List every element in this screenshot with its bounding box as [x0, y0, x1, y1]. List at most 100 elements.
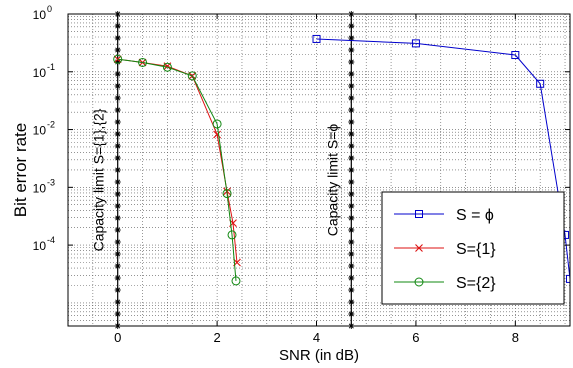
capacity-limit-marker — [114, 239, 121, 245]
series-line — [316, 38, 570, 279]
grid — [67, 14, 570, 327]
capacity-limit-marker — [348, 287, 355, 293]
capacity-limit-marker — [348, 227, 355, 233]
capacity-limit-marker — [114, 251, 121, 257]
capacity-limit-label: Capacity limit S=ϕ — [324, 124, 340, 237]
y-tick-label: 10 — [33, 181, 47, 195]
data-point-circle — [231, 276, 241, 286]
y-tick-label: 10 — [33, 239, 47, 253]
y-tick-label-exponent: 0 — [47, 4, 52, 14]
x-tick-label: 4 — [313, 330, 320, 345]
data-point-circle — [113, 54, 123, 64]
capacity-limit-marker — [114, 215, 121, 221]
capacity-limit-marker — [114, 119, 121, 125]
plot-frame — [67, 13, 571, 327]
capacity-limit-marker — [348, 59, 355, 65]
legend: S = ϕ S={1} S={2} — [381, 191, 565, 305]
capacity-limit-marker — [114, 23, 121, 29]
capacity-limit-marker — [348, 179, 355, 185]
capacity-limit-marker — [114, 263, 121, 269]
series-layer — [113, 34, 570, 286]
x-tick-label: 6 — [412, 330, 419, 345]
capacity-limit-marker — [348, 119, 355, 125]
data-point-circle — [162, 62, 172, 72]
legend-label: S = ϕ — [456, 207, 494, 224]
data-point-square — [415, 210, 423, 218]
capacity-limit-marker — [114, 107, 121, 113]
capacity-limit-marker — [348, 239, 355, 245]
capacity-limit-marker — [114, 71, 121, 77]
x-tick-label: 2 — [213, 330, 220, 345]
series — [312, 34, 570, 283]
capacity-limit-marker — [348, 71, 355, 77]
capacity-limit-marker — [114, 179, 121, 185]
capacity-limit-marker — [348, 131, 355, 137]
capacity-limit-marker — [114, 227, 121, 233]
legend-label: S={2} — [456, 275, 496, 292]
capacity-limit-marker — [114, 287, 121, 293]
y-tick-label-exponent: -1 — [47, 62, 55, 72]
capacity-limit-marker — [114, 311, 121, 317]
capacity-limit-marker — [348, 251, 355, 257]
capacity-limit-marker — [114, 203, 121, 209]
capacity-limit-marker — [348, 311, 355, 317]
data-point-x — [415, 244, 423, 252]
capacity-limit-marker — [114, 155, 121, 161]
data-point-circle — [187, 71, 197, 81]
capacity-limit-marker — [114, 47, 121, 53]
data-point-square — [536, 79, 545, 88]
capacity-limit-marker — [114, 191, 121, 197]
data-point-square — [312, 34, 321, 43]
capacity-limit-marker — [114, 83, 121, 89]
capacity-limit-marker — [114, 299, 121, 305]
x-axis-label: SNR (in dB) — [279, 347, 359, 364]
x-tick-label: 8 — [512, 330, 519, 345]
capacity-limit-lines: Capacity limit S={1},{2} Capacity limit S… — [91, 11, 355, 329]
capacity-limit-marker — [114, 167, 121, 173]
capacity-limit-marker — [348, 215, 355, 221]
data-point-circle — [414, 277, 424, 287]
data-point-square — [411, 39, 420, 48]
y-tick-label-exponent: -3 — [47, 177, 55, 187]
capacity-limit-marker — [348, 203, 355, 209]
data-point-circle — [222, 189, 232, 199]
data-point-square — [566, 274, 570, 283]
capacity-limit-marker — [114, 35, 121, 41]
data-point-circle — [138, 57, 148, 67]
capacity-limit-marker — [348, 107, 355, 113]
data-point-circle — [212, 119, 222, 129]
series-clip-group — [113, 34, 570, 286]
data-point-square — [511, 51, 520, 60]
capacity-limit-marker — [114, 131, 121, 137]
y-tick-label-exponent: -4 — [47, 235, 55, 245]
y-tick-label: 10 — [33, 124, 47, 138]
capacity-limit-marker — [348, 167, 355, 173]
capacity-limit-marker — [348, 23, 355, 29]
legend-label: S={1} — [456, 241, 496, 258]
capacity-limit-marker — [348, 191, 355, 197]
capacity-limit-marker — [348, 35, 355, 41]
series — [113, 54, 241, 286]
capacity-limit-marker — [114, 275, 121, 281]
capacity-limit-marker — [348, 299, 355, 305]
capacity-limit-marker — [348, 47, 355, 53]
x-tick-label: 0 — [114, 330, 121, 345]
y-tick-label: 10 — [33, 8, 47, 22]
capacity-limit-marker — [348, 83, 355, 89]
capacity-limit-marker — [114, 95, 121, 101]
capacity-limit-marker — [348, 155, 355, 161]
capacity-limit-marker — [348, 95, 355, 101]
capacity-limit-marker — [114, 59, 121, 65]
data-point-circle — [227, 230, 237, 240]
capacity-limit-marker — [348, 143, 355, 149]
capacity-limit-marker — [348, 263, 355, 269]
capacity-limit-marker — [348, 275, 355, 281]
capacity-limit-marker — [114, 143, 121, 149]
y-axis-label: Bit error rate — [11, 123, 30, 217]
y-tick-label: 10 — [33, 66, 47, 80]
capacity-limit-label: Capacity limit S={1},{2} — [91, 108, 107, 251]
y-tick-label-exponent: -2 — [47, 120, 55, 130]
